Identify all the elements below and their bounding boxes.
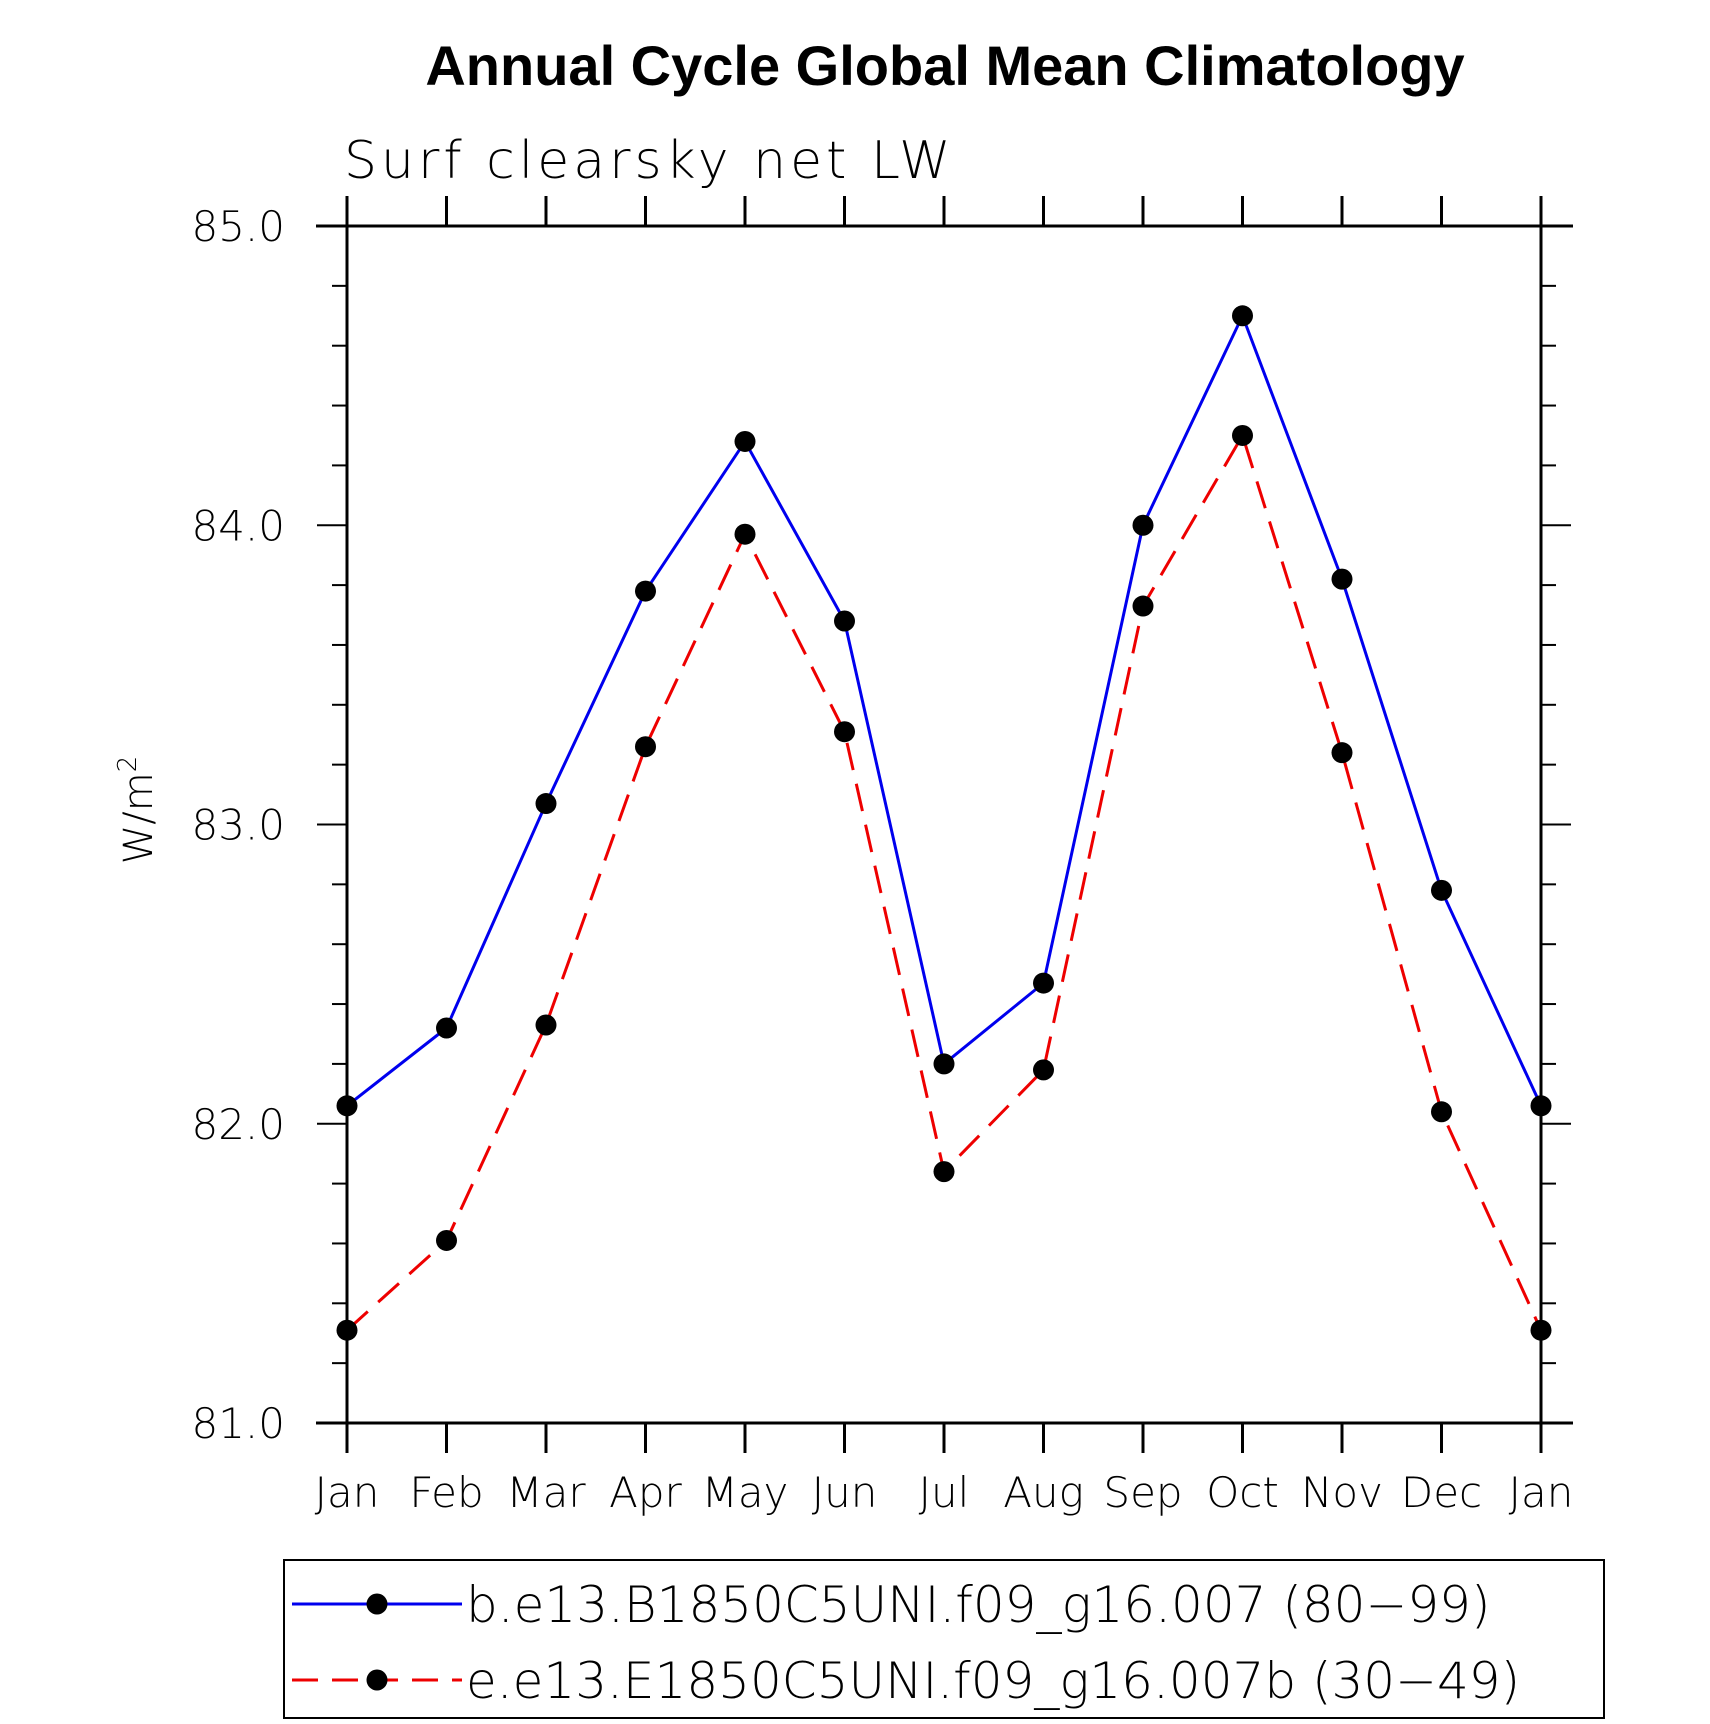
series-1-point xyxy=(933,1053,955,1075)
series-1-point xyxy=(734,430,756,452)
series-1-point xyxy=(535,793,557,815)
series-2-point xyxy=(734,523,756,545)
series-2-point xyxy=(1331,742,1353,764)
series-line-1 xyxy=(346,311,1543,1107)
x-tick-label: Dec xyxy=(1401,1468,1482,1517)
chart-subtitle: Surf clearsky net LW xyxy=(344,131,955,191)
x-tick-label: Sep xyxy=(1103,1468,1182,1517)
series-1-point xyxy=(336,1095,358,1117)
series-2-point xyxy=(336,1319,358,1341)
y-tick-label: 83.0 xyxy=(191,801,285,850)
series-2-point xyxy=(535,1014,557,1036)
x-tick-label: Nov xyxy=(1301,1468,1383,1517)
series-1-point xyxy=(1431,879,1452,901)
legend-marker-2 xyxy=(366,1669,388,1691)
series-1-point xyxy=(1232,305,1253,327)
legend: b.e13.B1850C5UNI.f09_g16.007 (80−99) e.e1… xyxy=(283,1559,1605,1719)
x-tick-label: Mar xyxy=(506,1468,586,1517)
x-tick-label: Apr xyxy=(609,1468,682,1517)
x-tick-labels: Jan Feb Mar Apr May Jun Jul Aug Sep Oct Nov Dec Jan xyxy=(315,1468,1574,1517)
series-2-point xyxy=(436,1229,457,1251)
chart-title: Annual Cycle Global Mean Climatology xyxy=(425,34,1464,97)
x-tick-label: Feb xyxy=(409,1468,483,1517)
series-2-point xyxy=(834,721,855,743)
legend-label-1: b.e13.B1850C5UNI.f09_g16.007 (80−99) xyxy=(466,1576,1491,1634)
series-2-point xyxy=(1530,1319,1552,1341)
series-2-point xyxy=(933,1161,955,1183)
series-2-point xyxy=(1232,424,1253,446)
y-axis-label-text: W/m xyxy=(116,772,162,864)
series-2-point xyxy=(635,736,656,758)
series-1-point xyxy=(834,610,855,632)
x-tick-label: Aug xyxy=(1003,1468,1084,1517)
plot-frame xyxy=(316,224,1573,1425)
series-2-point xyxy=(1431,1101,1452,1123)
series-1-point xyxy=(1530,1095,1552,1117)
x-tick-label: Jul xyxy=(919,1468,970,1517)
series-2-point xyxy=(1033,1059,1054,1081)
x-tick-label: Oct xyxy=(1206,1468,1279,1517)
series-line-2 xyxy=(345,431,1543,1332)
legend-label-2: e.e13.E1850C5UNI.f09_g16.007b (30−49) xyxy=(466,1652,1520,1710)
legend-marker-1 xyxy=(366,1593,388,1615)
series-layer xyxy=(336,305,1552,1341)
x-tick-label: May xyxy=(702,1468,789,1517)
legend-box xyxy=(283,1559,1605,1719)
y-tick-label: 84.0 xyxy=(191,501,285,550)
y-tick-label: 85.0 xyxy=(191,202,285,251)
y-axis-label-superscript: 2 xyxy=(113,756,143,773)
x-tick-label: Jan xyxy=(315,1468,380,1517)
y-tick-label: 82.0 xyxy=(191,1100,285,1149)
series-1-point xyxy=(1331,568,1353,590)
series-1-point xyxy=(1033,972,1054,994)
series-2-point xyxy=(1132,595,1154,617)
y-tick-label: 81.0 xyxy=(191,1399,285,1448)
x-tick-label: Jun xyxy=(812,1468,878,1517)
axis-ticks xyxy=(317,196,1571,1453)
series-1-point xyxy=(635,580,656,602)
y-axis-label: W/m2 xyxy=(113,756,162,865)
x-tick-label: Jan xyxy=(1509,1468,1574,1517)
series-1-point xyxy=(436,1017,457,1039)
series-1-point xyxy=(1132,514,1154,536)
y-tick-labels: 81.0 82.0 83.0 84.0 85.0 xyxy=(191,202,285,1448)
